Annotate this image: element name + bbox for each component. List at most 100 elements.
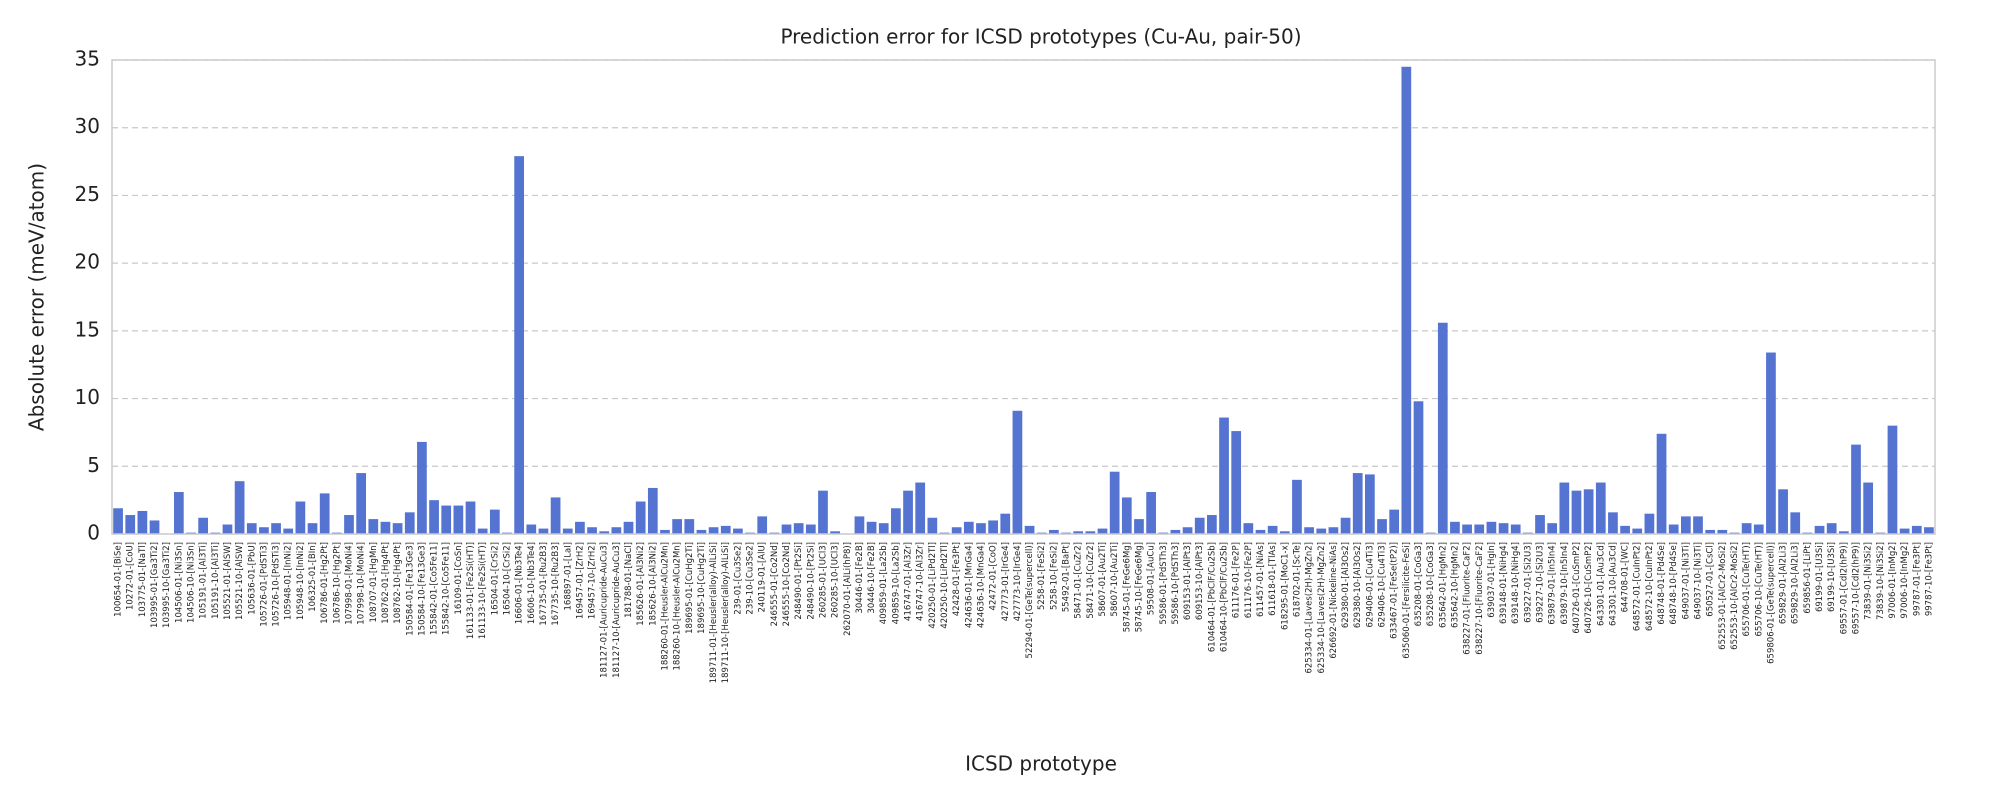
x-tick-label: 629380-10-[Al3Os2] [1353,542,1363,628]
x-tick-label: 639148-10-[NiHg4] [1511,542,1521,624]
x-tick-label: 409859-10-[La2Sb] [891,542,901,624]
x-tick-label: 52294-01-[GeTe(supercell)] [1025,542,1035,658]
bar [1462,524,1472,534]
bar [647,487,658,534]
x-tick-label: 69557-10-[CdI2(hP9)] [1852,542,1862,634]
bar [1024,525,1035,534]
x-tick-label: 107998-01-[MoNi4] [344,542,354,625]
y-tick-label: 10 [75,385,100,409]
x-tick-label: 649037-10-[Ni3Ti] [1694,542,1704,619]
bar [173,492,184,534]
x-tick-label: 239-10-[Cu3Se2] [746,542,756,615]
x-tick-label: 169457-10-[ZrH2] [588,542,598,619]
bar [489,509,500,534]
x-tick-label: 103775-01-[NaTl] [138,542,148,617]
y-tick-label: 25 [75,182,100,206]
x-tick-label: 420250-01-[LiPd2Tl] [928,542,938,629]
bar [1012,410,1023,534]
x-tick-label: 59586-10-[PdSTh3] [1171,542,1181,625]
bar [1535,515,1545,534]
x-tick-label: 105948-10-[InNi2] [296,542,306,620]
x-tick-label: 185626-10-[Al3Ni2] [648,542,658,626]
bar [283,528,294,534]
x-tick-label: 652553-01-[AlCr2-MoSi2] [1718,542,1728,650]
x-tick-label: 73839-10-[Ni3Si2] [1876,542,1886,620]
bar [1887,425,1898,534]
x-tick-label: 246555-10-[Co2Nd] [782,542,792,626]
bar [1146,492,1156,534]
x-tick-label: 189711-10-[Heusler(alloy)-AlLiSi] [721,542,731,683]
bar [562,528,573,534]
bar [1693,516,1703,534]
bar [927,517,938,534]
y-tick-label: 20 [75,250,100,274]
bar [672,519,682,534]
x-tick-label: 635208-10-[CoGa3] [1426,542,1436,626]
bar [1450,521,1460,534]
x-tick-label: 161133-01-[Fe2Si(HT)] [466,542,476,639]
x-tick-label: 611176-01-[Fe2P] [1232,542,1242,618]
x-tick-label: 189711-01-[Heusler(alloy)-AlLiSi] [709,542,719,683]
x-tick-label: 30446-10-[Fe2B] [867,542,877,614]
x-tick-label: 181127-10-[Auricupride-AuCu3] [612,542,622,678]
x-tick-label: 181788-01-[NaCl] [624,542,634,618]
x-tick-label: 639879-01-[In5In4] [1548,542,1558,625]
bar [1899,528,1910,534]
x-tick-label: 416747-01-[Al3Zr] [904,542,914,621]
x-tick-label: 16606-10-[Nb3Te4] [527,542,537,624]
bar [623,521,634,534]
bar [307,523,318,534]
bar [1717,529,1728,534]
bar [781,524,792,534]
x-tick-label: 30446-01-[Fe2B] [855,542,865,614]
x-tick-label: 638227-10-[Fluorite-CaF2] [1475,542,1485,655]
bar [1255,529,1266,534]
x-tick-label: 97006-01-[InMg2] [1888,542,1898,619]
x-tick-label: 181127-01-[Auricupride-AuCu3] [600,542,610,678]
x-tick-label: 239-01-[Cu3Se2] [733,542,743,615]
bar [1753,524,1764,534]
y-tick-label: 30 [75,114,100,138]
x-tick-label: 609153-01-[AlPt3] [1183,542,1193,620]
x-tick-label: 648748-10-[Pd4Se] [1669,542,1679,625]
bar [1170,529,1181,534]
x-tick-label: 58471-10-[CuZr2] [1086,542,1096,619]
x-tick-label: 58745-01-[FeGe6Mg] [1122,542,1132,632]
bar [1863,482,1874,534]
x-tick-label: 648572-01-[CuInPt2] [1633,542,1643,631]
x-tick-label: 611176-10-[Fe2P] [1244,542,1254,618]
bar [1705,529,1716,534]
bar [1097,528,1108,534]
bar [1328,527,1339,534]
x-tick-label: 150584-01-[Fe13Ge3] [405,542,415,636]
bar [368,519,379,534]
bar [903,490,913,534]
x-tick-label: 105191-10-[Al3Ti] [211,542,221,619]
x-tick-label: 107998-10-[MoNi4] [357,542,367,625]
x-tick-label: 655706-01-[CuTe(HT)] [1742,542,1752,637]
x-tick-label: 626692-01-[Nickeline-NiAs] [1329,542,1339,659]
bar [380,521,391,534]
bar [1644,513,1655,534]
plot-frame [111,59,1936,535]
x-tick-label: 189695-10-[CuHg2Ti] [697,542,707,634]
x-tick-label: 639227-10-[Si2U3] [1536,542,1546,623]
x-tick-label: 59508-01-[AuCu] [1147,542,1157,615]
x-tick-label: 55492-01-[BaPt] [1062,542,1072,612]
x-tick-label: 108762-10-[Hg4Pt] [393,542,403,624]
x-tick-label: 105636-01-[PbU] [247,542,257,615]
x-tick-label: 100654-01-[BiSe] [114,542,124,617]
x-tick-label: 625334-10-[Laves(2H)-MgZn2] [1317,542,1327,674]
bar [1413,401,1424,534]
x-tick-label: 69199-10-[U3Si] [1827,542,1837,612]
bar [550,497,561,534]
x-tick-label: 69557-01-[CdI2(hP9)] [1839,542,1849,634]
bar [1182,527,1193,534]
x-tick-label: 73839-01-[Ni3Si2] [1864,542,1874,620]
x-tick-label: 10272-01-[CoU] [126,542,136,610]
x-tick-label: 260285-10-[UCl3] [831,542,841,618]
bar [1292,479,1302,534]
bar [733,528,743,534]
bar [526,524,537,534]
bar [793,523,804,534]
